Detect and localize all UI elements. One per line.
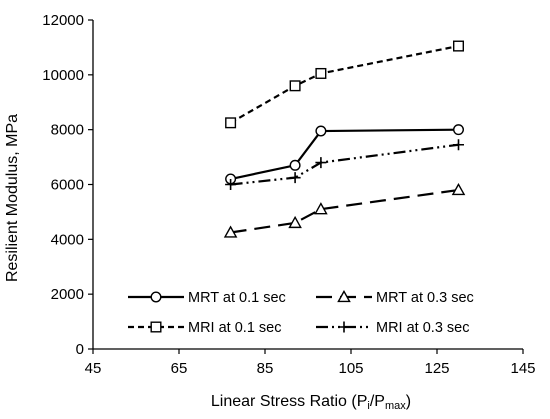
y-tick-label: 12000 xyxy=(42,12,84,29)
legend-marker xyxy=(337,289,351,303)
x-axis-title-mid: /P xyxy=(370,393,385,410)
series-1 xyxy=(223,182,466,238)
data-point xyxy=(289,159,301,171)
data-point xyxy=(223,225,238,238)
y-axis-ticks: 0 2000 4000 6000 8000 10000 12000 xyxy=(42,12,93,358)
series-0 xyxy=(225,124,465,185)
y-tick-label: 6000 xyxy=(51,177,84,194)
legend-marker xyxy=(150,291,162,303)
data-point xyxy=(315,67,327,79)
x-tick-label: 145 xyxy=(510,360,535,377)
legend-item: MRI at 0.3 sec xyxy=(316,320,469,336)
legend-item: MRT at 0.3 sec xyxy=(316,289,474,306)
y-tick-label: 2000 xyxy=(51,286,84,303)
y-tick-label: 8000 xyxy=(51,122,84,139)
x-axis-title: Linear Stress Ratio (Pi/Pmax) xyxy=(211,393,411,412)
y-tick-label: 4000 xyxy=(51,231,84,248)
x-axis-title-end: ) xyxy=(406,393,411,410)
data-point xyxy=(288,215,302,229)
data-point xyxy=(289,172,301,184)
x-axis-title-sub2: max xyxy=(385,400,406,412)
series-line xyxy=(230,128,459,181)
y-tick-label: 0 xyxy=(76,341,84,358)
legend-label: MRI at 0.3 sec xyxy=(376,320,469,336)
data-point xyxy=(314,202,328,215)
legend-item: MRI at 0.1 sec xyxy=(128,320,281,336)
x-tick-label: 45 xyxy=(85,360,102,377)
data-point xyxy=(225,179,237,190)
data-point xyxy=(289,80,301,92)
legend-label: MRT at 0.3 sec xyxy=(376,290,474,306)
data-point xyxy=(315,157,327,169)
data-point xyxy=(225,117,237,129)
legend: MRT at 0.1 sec MRT at 0.3 sec MRI at 0.1 s… xyxy=(128,289,474,336)
x-tick-label: 65 xyxy=(171,360,188,377)
x-tick-label: 125 xyxy=(424,360,449,377)
series-layer xyxy=(223,40,466,238)
x-tick-label: 85 xyxy=(257,360,274,377)
series-line xyxy=(230,44,459,124)
legend-label: MRT at 0.1 sec xyxy=(188,290,286,306)
data-point xyxy=(315,125,327,137)
series-line xyxy=(230,143,459,186)
legend-label: MRI at 0.1 sec xyxy=(188,320,281,336)
x-axis-ticks: 45 65 85 105 125 145 xyxy=(85,349,536,377)
x-axis-title-main: Linear Stress Ratio (P xyxy=(211,393,368,410)
legend-marker xyxy=(150,321,162,333)
series-3 xyxy=(225,139,464,190)
data-point xyxy=(453,139,464,151)
data-point xyxy=(453,124,465,136)
legend-item: MRT at 0.1 sec xyxy=(128,290,286,306)
legend-marker xyxy=(338,321,350,333)
data-point xyxy=(451,182,466,196)
series-2 xyxy=(225,40,465,129)
y-axis-title: Resilient Modulus, MPa xyxy=(4,114,21,282)
y-tick-label: 10000 xyxy=(42,67,84,84)
x-axis-title-sub1: i xyxy=(367,400,369,412)
data-point xyxy=(453,40,465,52)
series-line xyxy=(230,188,459,234)
x-tick-label: 105 xyxy=(338,360,363,377)
